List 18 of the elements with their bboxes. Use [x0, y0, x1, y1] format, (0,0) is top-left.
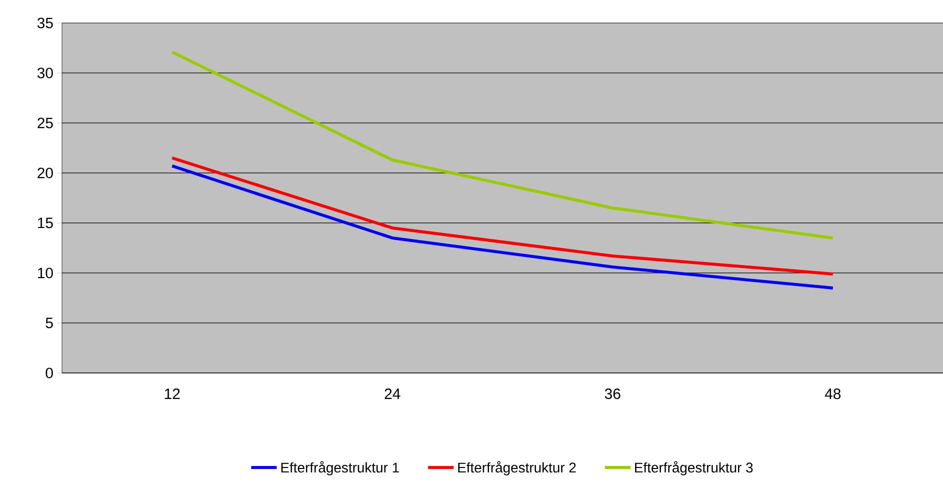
- y-tick-label: 20: [38, 168, 53, 178]
- x-tick-label: 36: [604, 388, 620, 400]
- line-series: [170, 50, 834, 240]
- y-tick-label: 10: [38, 268, 53, 278]
- legend-label: Efterfrågestruktur 2: [458, 461, 576, 476]
- legend-label: Efterfrågestruktur 1: [281, 461, 399, 476]
- y-tick-label: 5: [46, 318, 53, 328]
- y-tick-label: 0: [46, 368, 53, 378]
- x-tick-label: 48: [824, 388, 841, 400]
- x-tick-label: 24: [384, 388, 400, 399]
- line-series: [170, 164, 834, 290]
- y-tick-label: 25: [38, 118, 53, 128]
- legend-label: Efterfrågestruktur 3: [635, 461, 753, 476]
- y-tick-label: 35: [37, 18, 53, 28]
- y-tick-label: 15: [38, 218, 53, 228]
- x-tick-label: 12: [164, 388, 180, 399]
- line-series: [170, 156, 834, 276]
- y-tick-label: 30: [37, 68, 53, 78]
